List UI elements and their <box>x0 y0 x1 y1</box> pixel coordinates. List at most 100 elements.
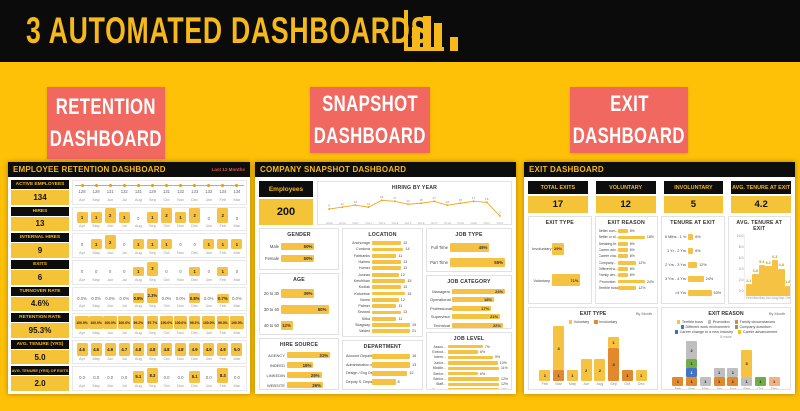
hbar-fill <box>688 247 694 254</box>
hire-source-card: HIRE SOURCE AGENCY 31% INDEED 19% LINKEDIN 25… <box>259 338 339 390</box>
legend-swatch <box>680 325 684 329</box>
hbar-row: Homer 13 <box>346 265 419 271</box>
month-label: May <box>92 196 100 202</box>
month-value-area: 4.8 <box>161 343 172 356</box>
value-box: 97.7% <box>146 316 159 330</box>
hbar-value: 6% <box>629 241 635 246</box>
month-cell: 128 Apr <box>75 182 90 203</box>
banner-line: DASHBOARD <box>313 123 427 148</box>
hbar-fill: 25% <box>287 372 322 378</box>
stack-segment: 1 <box>553 370 565 381</box>
retention-panel-title: EMPLOYEE RETENTION DASHBOARD <box>13 165 166 174</box>
retention-kpi-label: EXITS <box>11 259 69 269</box>
hbar-fill <box>372 266 402 271</box>
exit-reason-bars: Better com... 6% Better or st... 18% Breakin… <box>599 228 655 291</box>
month-cell: 0.0 Apr <box>75 368 89 389</box>
sparkline-segment <box>215 183 230 188</box>
month-cell: 4.7 Jul <box>117 342 131 363</box>
hbar-value: 12% <box>638 285 646 290</box>
column-bar <box>784 285 791 296</box>
stack-segment: 1 <box>686 359 698 368</box>
month-value-area: 1 <box>161 238 172 250</box>
hbar-row: Ketchikan 15 <box>346 278 419 284</box>
month-label: Mar <box>233 383 241 389</box>
month-cell: 0 Jun <box>103 262 117 283</box>
column-value: 5.4 <box>759 260 765 265</box>
legend-item: Promotion <box>707 320 730 324</box>
month-value-area: 4.7 <box>118 343 130 356</box>
month-value-area: 2 <box>104 234 116 250</box>
month-cell: 4.8 Oct <box>159 342 173 363</box>
hbar-track: 71% <box>552 274 588 287</box>
month-label: Dec <box>191 249 199 255</box>
month-label: Apr <box>79 276 86 282</box>
hbar-track: 21 <box>372 329 419 333</box>
hbar-fill <box>617 267 628 271</box>
hbar-track: 31% <box>287 352 335 358</box>
department-bars: Account Departm... 16 Administration d... 1… <box>346 352 419 386</box>
hbar-label: Homer <box>358 266 370 271</box>
hbar-row: Operational 18% <box>430 296 508 305</box>
month-cell: 1 Feb <box>216 235 230 256</box>
location-card: LOCATION Anchorage 13 Cordova 14 Fairbanks 11… <box>342 228 423 337</box>
hbar-fill: 71% <box>552 274 581 287</box>
legend-swatch <box>707 320 712 324</box>
column-month: Feb <box>674 386 682 390</box>
hbar-label: 20 to 30 <box>263 290 279 296</box>
month-label: Jun <box>107 196 114 202</box>
month-label: Mar <box>233 329 241 335</box>
svg-text:11: 11 <box>367 202 370 206</box>
month-cell: 2 Jun <box>103 208 117 230</box>
period-label: Last 12 Months <box>211 167 245 172</box>
stack-segment: 3 <box>608 348 620 381</box>
month-value-area: 0 <box>123 269 125 276</box>
month-value-area: 0.0% <box>77 296 87 303</box>
stacked-column: 1 Dec <box>768 377 780 389</box>
value-box: 4.6 <box>76 343 88 356</box>
hbar-track: 15 <box>372 279 419 283</box>
hbar-value: 12% <box>501 377 509 382</box>
month-label: Sep <box>148 196 156 202</box>
month-label: Nov <box>177 329 185 335</box>
location-bars: Anchorage 13 Cordova 14 Fairbanks 11 Haines 13 H… <box>346 240 419 334</box>
job-category-card: JOB CATEGORY Managers 23% Operational 18% Pr… <box>426 275 512 329</box>
value-box: 100.0% <box>230 316 244 330</box>
column-bar <box>758 265 765 296</box>
month-cell: 2 Oct <box>159 208 173 230</box>
month-label: Feb <box>219 383 227 389</box>
month-label: Jan <box>205 356 212 362</box>
chart-title: EXIT REASON <box>708 311 744 317</box>
stack-segment: 1 <box>539 370 551 381</box>
month-label: Jan <box>205 196 212 202</box>
exit-kpi-label: AVG. TENURE AT EXIT <box>731 181 791 194</box>
column: 1.8 Oct <box>784 280 791 300</box>
month-label: Dec <box>191 196 199 202</box>
hbar-label: 2 Yrs - 3 Yrs <box>665 262 686 267</box>
month-value-area: 0.0 <box>164 376 170 382</box>
month-label: Jan <box>205 383 212 389</box>
month-label: Jul <box>121 329 127 335</box>
hbar-value: 11% <box>501 366 508 371</box>
month-label: Feb <box>219 276 227 282</box>
month-value-area: 132 <box>121 189 128 196</box>
hbar-value: 12% <box>699 262 707 267</box>
hbar-value: 12% <box>501 387 509 390</box>
month-cell: 100.0% May <box>89 315 103 336</box>
svg-text:15: 15 <box>459 198 463 202</box>
month-label: Apr <box>79 303 86 309</box>
stacked-column: 1 3 Sep <box>741 350 753 389</box>
hbar-track: 13 <box>372 362 419 368</box>
month-value-area: 1 <box>231 238 243 250</box>
exit-type-by-month-chart: EXIT TYPE By Month Voluntary Involuntary 1 Fe… <box>528 307 658 390</box>
svg-text:9: 9 <box>328 204 330 208</box>
stack-segment: 1 <box>608 337 620 348</box>
month-label: Oct <box>163 383 170 389</box>
month-value-area: 0.0 <box>178 376 184 382</box>
month-cell: 8.3 Sep <box>145 368 159 389</box>
month-cell: 8.3 Feb <box>216 368 230 389</box>
month-value-area: 100.0% <box>75 316 89 330</box>
hbar-value: 24% <box>647 279 655 284</box>
hbar-track: 12% <box>448 377 508 381</box>
month-label: Aug <box>134 356 142 362</box>
y-axis-tick: 6.0 <box>738 255 744 260</box>
